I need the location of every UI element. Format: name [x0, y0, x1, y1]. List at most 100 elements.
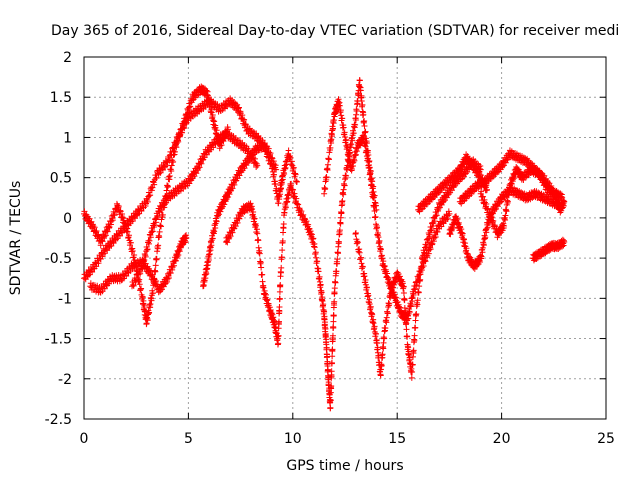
x-tick-label: 0: [80, 431, 89, 447]
data-point: [259, 271, 266, 278]
data-point: [480, 178, 487, 185]
data-point: [149, 290, 156, 297]
data-point: [330, 324, 337, 331]
data-point: [440, 198, 447, 205]
x-tick-label: 25: [597, 431, 615, 447]
data-point: [101, 250, 108, 257]
data-point: [267, 150, 274, 157]
data-point: [344, 144, 351, 151]
data-point: [279, 238, 286, 245]
data-point: [501, 194, 508, 201]
data-point: [273, 166, 280, 173]
data-point: [404, 333, 411, 340]
data-point: [163, 162, 170, 169]
data-point: [401, 297, 408, 304]
data-point: [410, 347, 417, 354]
data-point: [139, 294, 146, 301]
data-point: [331, 285, 338, 292]
x-tick-label: 15: [388, 431, 406, 447]
data-point: [402, 311, 409, 318]
data-point: [284, 198, 291, 205]
data-point: [229, 229, 236, 236]
data-point: [477, 166, 484, 173]
data-point: [157, 287, 164, 294]
data-point: [90, 223, 97, 230]
data-point: [362, 143, 369, 150]
data-point: [329, 346, 336, 353]
data-point: [146, 267, 153, 274]
data-point: [359, 101, 366, 108]
data-point: [377, 246, 384, 253]
data-point: [332, 279, 339, 286]
data-point: [276, 295, 283, 302]
data-point: [250, 151, 257, 158]
data-point: [280, 220, 287, 227]
data-point: [146, 309, 153, 316]
data-point: [278, 254, 285, 261]
data-point: [210, 144, 217, 151]
data-point: [261, 142, 268, 149]
data-point: [136, 281, 143, 288]
data-point: [369, 311, 376, 318]
data-point: [412, 285, 419, 292]
data-point: [426, 233, 433, 240]
data-point: [384, 310, 391, 317]
data-point: [445, 179, 452, 186]
data-point: [203, 151, 210, 158]
data-point: [279, 247, 286, 254]
data-point: [559, 194, 566, 201]
data-point: [321, 319, 328, 326]
data-point: [390, 284, 397, 291]
data-point: [261, 290, 268, 297]
data-point: [245, 145, 252, 152]
data-point: [189, 97, 196, 104]
data-point: [106, 224, 113, 231]
data-point: [141, 302, 148, 309]
data-point: [330, 312, 337, 319]
data-point: [352, 151, 359, 158]
data-point: [108, 218, 115, 225]
data-point: [408, 301, 415, 308]
data-point: [379, 351, 386, 358]
data-point: [374, 340, 381, 347]
data-point: [295, 201, 302, 208]
data-point: [446, 210, 453, 217]
data-point: [183, 235, 190, 241]
data-point: [455, 219, 462, 226]
data-point: [206, 251, 213, 258]
data-point: [167, 148, 174, 155]
data-point: [248, 154, 255, 161]
data-point: [508, 181, 515, 188]
data-point: [278, 264, 285, 271]
data-point: [391, 279, 398, 286]
data-point: [174, 137, 181, 144]
data-point: [134, 275, 141, 282]
data-point: [89, 268, 96, 275]
data-point: [149, 228, 156, 235]
data-point: [483, 225, 490, 232]
data-point: [350, 130, 357, 137]
y-axis-label: SDTVAR / TECUs: [8, 181, 24, 296]
data-point: [130, 282, 137, 289]
data-point: [366, 165, 373, 172]
data-point: [126, 232, 133, 239]
data-point: [480, 242, 487, 249]
data-point: [254, 162, 261, 169]
data-point: [245, 158, 252, 165]
data-point: [551, 193, 558, 200]
data-point: [352, 117, 359, 124]
data-point: [314, 258, 321, 265]
data-point: [487, 175, 494, 182]
data-point: [395, 303, 402, 310]
data-point: [416, 283, 423, 290]
data-point: [348, 141, 355, 148]
data-point: [251, 155, 258, 162]
data-point: [370, 320, 377, 327]
data-point: [510, 176, 517, 183]
data-point: [470, 188, 477, 195]
data-point: [142, 253, 149, 260]
data-point: [164, 276, 171, 282]
data-point: [198, 160, 205, 167]
data-point: [352, 121, 359, 128]
data-point: [363, 147, 370, 154]
